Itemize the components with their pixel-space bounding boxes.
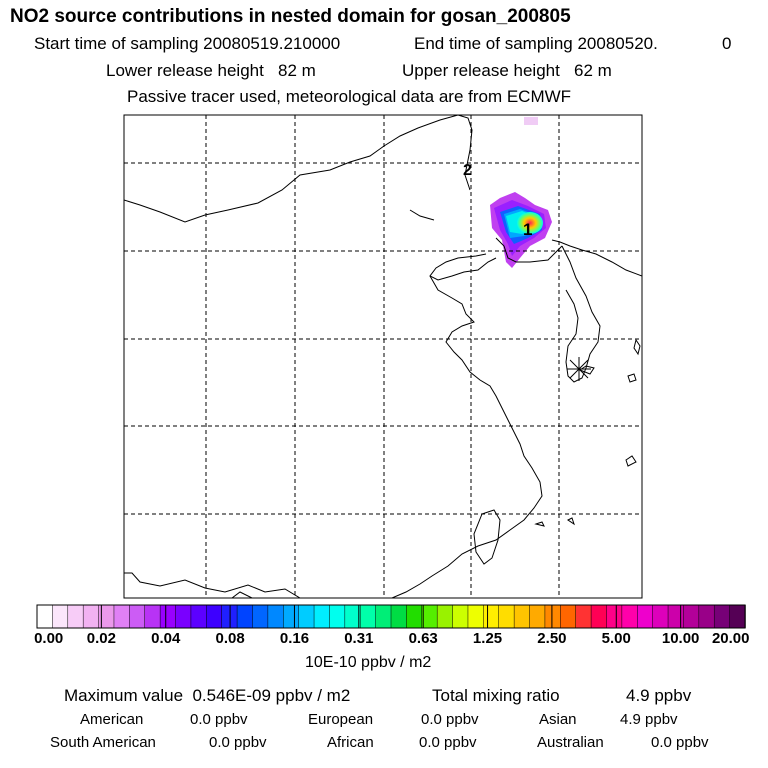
colorbar-tick-label: 0.08 [215,630,245,647]
receptor-asterisk-icon [567,357,591,381]
region-american-value: 0.0 ppbv [190,711,248,728]
colorbar-tick-label: 1.25 [472,630,503,647]
lat-lon-grid [124,115,642,598]
tracer-note: Passive tracer used, meteorological data… [127,87,572,106]
region-australian-name: Australian [537,734,604,751]
map-frame [123,114,643,599]
colorbar-tick-label: 0.63 [408,630,438,647]
colorbar-tick-label: 2.50 [537,630,567,647]
total-mixing-value: 4.9 ppbv [626,686,692,705]
marker-label-1: 1 [523,220,532,239]
region-european-value: 0.0 ppbv [421,711,479,728]
colorbar-tick-label: 0.00 [34,630,64,647]
lower-release-label: Lower release height 82 m [106,61,316,80]
colorbar-tick-label: 20.00 [711,630,750,647]
region-american-name: American [80,711,144,728]
region-european-name: European [308,711,374,728]
colorbar-tick-label: 0.04 [151,630,181,647]
region-asian-name: Asian [539,711,577,728]
marker-label-2: 2 [463,162,472,179]
region-african-value: 0.0 ppbv [419,734,477,751]
colorbar-tick-label: 10.00 [661,630,700,647]
region-south-american-name: South American [50,734,156,751]
total-mixing-label: Total mixing ratio [432,686,560,705]
region-asian-value: 4.9 ppbv [620,711,678,728]
region-south-american-value: 0.0 ppbv [209,734,267,751]
plot-title: NO2 source contributions in nested domai… [10,6,571,27]
region-australian-value: 0.0 ppbv [651,734,709,751]
coastlines [124,115,642,598]
colorbar-tick-label: 0.16 [279,630,310,647]
region-african-name: African [327,734,374,751]
colorbar-units: 10E-10 ppbv / m2 [305,654,432,671]
upper-release-label: Upper release height 62 m [402,61,612,80]
colorbar-tick-label: 0.31 [344,630,374,647]
map-panel: 2 1 [123,114,643,599]
max-value-label: Maximum value 0.546E-09 ppbv / m2 [64,686,351,705]
end-time-suffix: 0 [722,34,732,53]
concentration-plume [490,117,552,268]
colorbar-tick-label: 0.02 [86,630,116,647]
end-time-label: End time of sampling 20080520. [414,34,658,53]
colorbar-tick-label: 5.00 [601,630,631,647]
start-time-label: Start time of sampling 20080519.210000 [34,34,341,53]
